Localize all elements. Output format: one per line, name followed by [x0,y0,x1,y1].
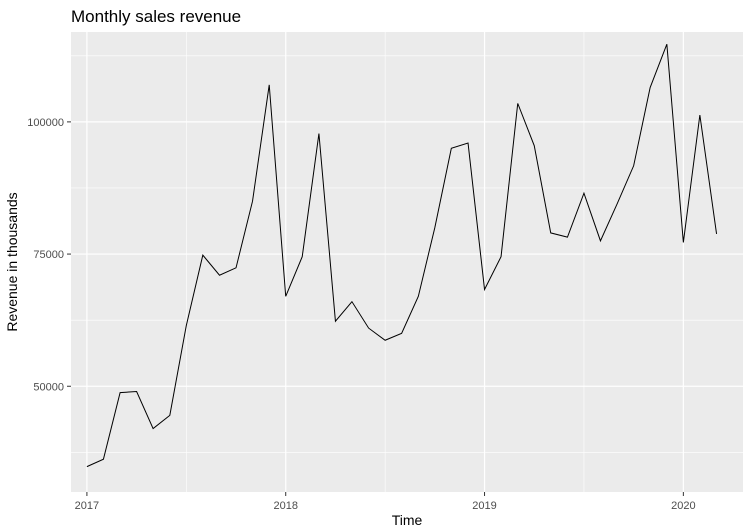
chart-title: Monthly sales revenue [71,7,241,26]
x-tick-label: 2017 [75,500,99,512]
x-axis-title: Time [392,512,423,526]
y-tick-label: 75000 [33,249,64,261]
y-tick-label: 50000 [33,381,64,393]
plot-panel [71,32,743,492]
gridlines [71,32,743,492]
y-axis-tick-labels: 50000 75000 100000 [27,117,64,393]
revenue-series-line [86,43,718,468]
y-tick-label: 100000 [27,117,64,129]
x-tick-label: 2018 [273,500,297,512]
x-tick-label: 2019 [472,500,496,512]
axis-ticks [67,121,684,496]
x-tick-label: 2020 [671,500,695,512]
x-axis-tick-labels: 2017 2018 2019 2020 [75,500,696,512]
y-axis-title: Revenue in thousands [4,192,20,331]
